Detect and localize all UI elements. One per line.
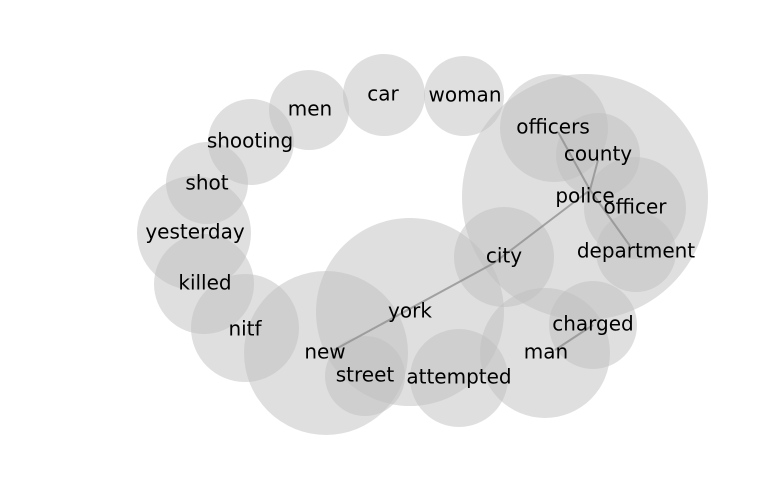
- term-label-shooting: shooting: [207, 129, 293, 153]
- term-label-york: york: [388, 299, 432, 323]
- term-label-men: men: [288, 97, 332, 121]
- bubble-city: [454, 207, 554, 307]
- term-label-charged: charged: [552, 312, 634, 336]
- edge-new-city: [333, 262, 495, 351]
- term-label-car: car: [367, 82, 399, 106]
- bubble-shot: [166, 142, 248, 224]
- bubble-attempted: [410, 329, 508, 427]
- bubble-street: [325, 336, 405, 416]
- term-label-yesterday: yesterday: [145, 220, 245, 244]
- term-label-nitf: nitf: [228, 317, 262, 341]
- bubble-layer: [137, 54, 708, 435]
- bubble-department: [596, 212, 676, 292]
- term-label-police: police: [555, 184, 614, 208]
- bubble-men: [269, 70, 349, 150]
- term-label-street: street: [336, 363, 395, 387]
- term-label-new: new: [304, 340, 345, 364]
- edge-police-department: [589, 189, 631, 247]
- edge-city-police: [493, 189, 591, 264]
- edge-man-charged: [554, 324, 594, 351]
- term-label-city: city: [486, 244, 522, 268]
- term-label-shot: shot: [185, 171, 228, 195]
- term-label-department: department: [577, 239, 695, 263]
- term-label-officers: officers: [516, 115, 590, 139]
- term-label-county: county: [564, 142, 632, 166]
- edge-layer: [333, 131, 631, 351]
- edge-police-county: [589, 159, 599, 191]
- bubble-woman: [424, 56, 504, 136]
- term-label-man: man: [524, 340, 568, 364]
- term-label-killed: killed: [178, 271, 231, 295]
- label-layer: car woman men shooting shot yesterday killed ni…: [145, 82, 695, 389]
- edge-police-officers: [557, 131, 591, 191]
- bubble-killed: [154, 234, 254, 334]
- term-label-attempted: attempted: [406, 365, 511, 389]
- bubble-car: [343, 54, 425, 136]
- term-label-woman: woman: [428, 83, 501, 107]
- bubble-county: [556, 113, 640, 197]
- term-label-officer: officer: [603, 195, 667, 219]
